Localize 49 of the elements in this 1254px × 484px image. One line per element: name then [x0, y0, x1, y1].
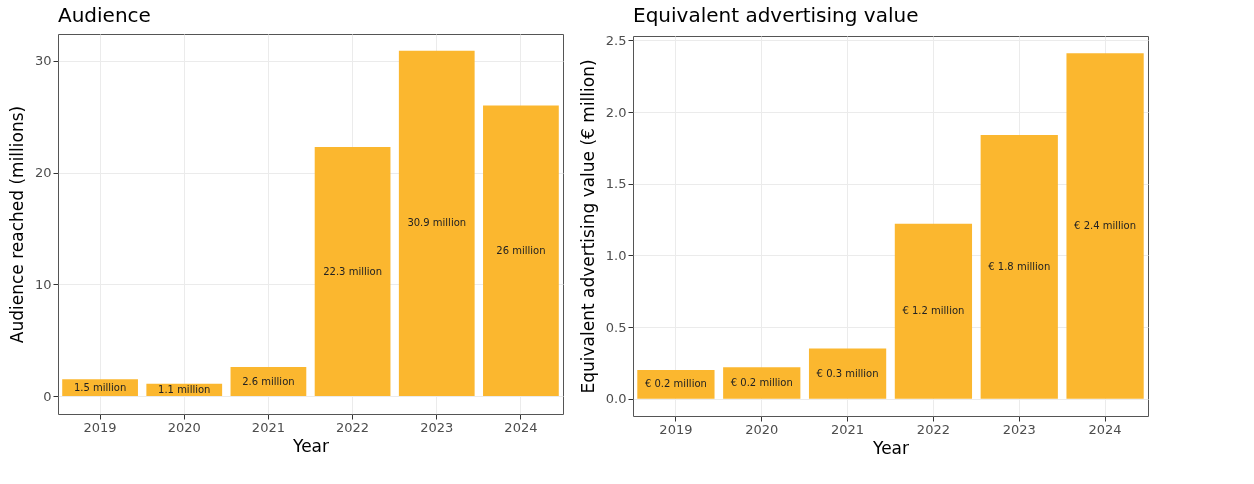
- y-axis-title: Audience reached (millions): [6, 105, 27, 344]
- data-label: € 0.3 million: [816, 367, 879, 379]
- y-tick-label: 30: [34, 53, 52, 69]
- y-tick-label: 2.5: [605, 32, 627, 48]
- bar: [314, 146, 391, 397]
- data-label: 2.6 million: [242, 375, 295, 387]
- x-tick-label: 2021: [831, 421, 865, 437]
- bar: [1066, 53, 1144, 399]
- data-label: € 1.8 million: [988, 260, 1051, 272]
- bar: [980, 134, 1058, 399]
- x-tick-label: 2019: [83, 419, 117, 435]
- x-tick-label: 2020: [167, 419, 201, 435]
- y-tick-label: 1.0: [605, 247, 627, 263]
- x-axis-title: Year: [872, 437, 909, 458]
- x-tick-label: 2023: [1002, 421, 1036, 437]
- bar: [398, 50, 475, 397]
- bar: [637, 370, 715, 399]
- data-label: 1.5 million: [73, 381, 127, 393]
- y-tick-label: 0: [43, 388, 52, 404]
- x-tick-label: 2019: [659, 421, 693, 437]
- x-axis-title: Year: [292, 435, 329, 456]
- y-tick-label: 20: [34, 165, 52, 181]
- bar: [808, 348, 887, 399]
- chart-title: Audience: [58, 3, 151, 27]
- data-label: € 0.2 million: [730, 377, 793, 389]
- x-tick-label: 2022: [916, 421, 950, 437]
- x-tick-label: 2024: [1088, 421, 1122, 437]
- y-tick-label: 0.0: [605, 391, 627, 407]
- x-tick-label: 2022: [336, 419, 370, 435]
- bar: [483, 105, 559, 397]
- x-tick-label: 2021: [251, 419, 285, 435]
- data-label: € 2.4 million: [1074, 220, 1137, 231]
- y-axis-title: Equivalent advertising value (€ million): [577, 59, 598, 394]
- data-label: 22.3 million: [323, 265, 382, 277]
- chart-title: Equivalent advertising value: [633, 3, 919, 28]
- x-tick-label: 2023: [420, 419, 454, 435]
- data-label: 26 million: [496, 244, 546, 256]
- data-label: 30.9 million: [407, 217, 467, 229]
- data-label: € 1.2 million: [902, 305, 965, 317]
- x-tick-label: 2020: [745, 421, 779, 437]
- x-tick-label: 2024: [504, 419, 538, 435]
- y-tick-label: 2.0: [605, 104, 627, 120]
- bar: [894, 223, 973, 399]
- bar: [723, 367, 801, 399]
- data-label: 1.1 million: [158, 383, 211, 395]
- y-tick-label: 1.5: [605, 176, 627, 192]
- data-label: € 0.2 million: [644, 378, 707, 390]
- y-tick-label: 10: [34, 276, 52, 292]
- y-tick-label: 0.5: [605, 319, 627, 335]
